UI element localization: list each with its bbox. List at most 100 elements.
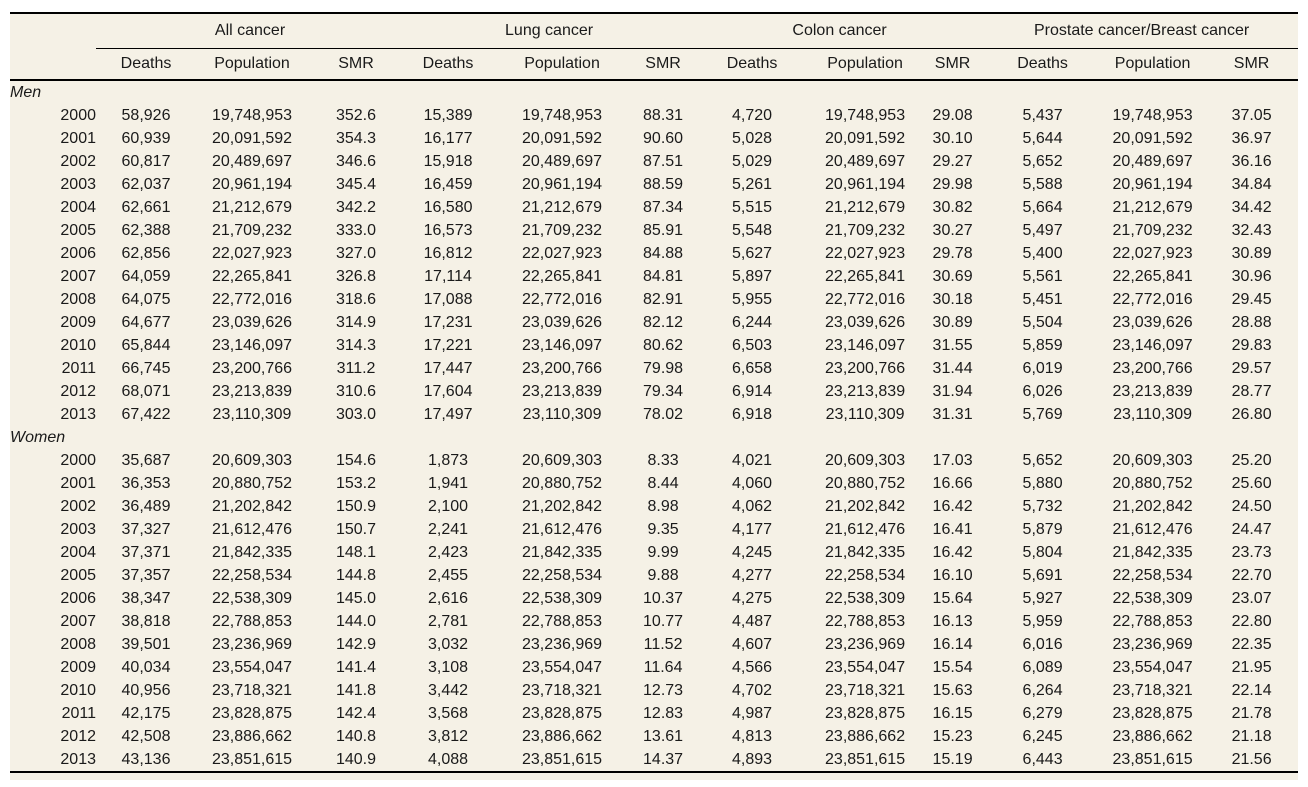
data-cell: 80.62 xyxy=(643,337,684,354)
data-cell: 4,275 xyxy=(732,590,773,607)
data-cell: 21.56 xyxy=(1231,751,1272,768)
data-cell: 352.6 xyxy=(335,107,377,124)
data-cell: 4,245 xyxy=(732,544,773,561)
data-cell: 5,504 xyxy=(1022,314,1063,331)
data-cell: 23,200,766 xyxy=(211,360,293,377)
table-row: 2012 68,071 23,213,839 310.6 17,604 23,2… xyxy=(10,380,1298,403)
data-cell: 20,489,697 xyxy=(825,153,906,170)
data-cell: 144.8 xyxy=(335,567,377,584)
data-cell: 62,037 xyxy=(121,176,171,193)
data-cell: 342.2 xyxy=(335,199,377,216)
table-row: 2011 42,175 23,828,875 142.4 3,568 23,82… xyxy=(10,702,1298,725)
data-cell: 20,489,697 xyxy=(1112,153,1193,170)
data-cell: 24.47 xyxy=(1231,521,1272,538)
data-cell: 4,702 xyxy=(732,682,773,699)
data-cell: 40,956 xyxy=(121,682,171,699)
data-cell: 5,515 xyxy=(732,199,773,216)
data-cell: 1,941 xyxy=(428,475,469,492)
data-cell: 8.33 xyxy=(647,452,679,469)
data-cell: 9.99 xyxy=(647,544,679,561)
data-cell: 346.6 xyxy=(335,153,377,170)
data-cell: 14.37 xyxy=(643,751,684,768)
data-cell: 21,612,476 xyxy=(521,521,603,538)
data-cell: 5,859 xyxy=(1022,337,1063,354)
data-cell: 326.8 xyxy=(335,268,377,285)
data-cell: 82.91 xyxy=(643,291,684,308)
data-cell: 36.97 xyxy=(1231,130,1272,147)
data-cell: 36,489 xyxy=(121,498,171,515)
table-row: 2000 35,687 20,609,303 154.6 1,873 20,60… xyxy=(10,449,1298,472)
data-cell: 6,245 xyxy=(1022,728,1063,745)
data-cell: 6,019 xyxy=(1022,360,1063,377)
data-cell: 5,879 xyxy=(1022,521,1063,538)
data-cell: 4,607 xyxy=(732,636,773,653)
data-cell: 303.0 xyxy=(335,406,377,423)
table-row: 2011 66,745 23,200,766 311.2 17,447 23,2… xyxy=(10,357,1298,380)
data-cell: 22,788,853 xyxy=(1112,613,1193,630)
data-cell: 141.4 xyxy=(335,659,377,676)
data-cell: 6,658 xyxy=(732,360,773,377)
data-cell: 22.80 xyxy=(1231,613,1272,630)
data-cell: 23,200,766 xyxy=(1112,360,1193,377)
table-row: 2004 62,661 21,212,679 342.2 16,580 21,2… xyxy=(10,196,1298,219)
data-cell: 22,265,841 xyxy=(211,268,293,285)
cancer-mortality-table: All cancer Lung cancer Colon cancer Pros… xyxy=(10,14,1299,773)
subheader-deaths: Deaths xyxy=(985,48,1101,81)
data-cell: 21,612,476 xyxy=(211,521,293,538)
data-cell: 30.89 xyxy=(1231,245,1272,262)
data-cell: 16.66 xyxy=(932,475,973,492)
data-cell: 58,926 xyxy=(121,107,171,124)
data-cell: 19,748,953 xyxy=(825,107,906,124)
data-cell: 11.64 xyxy=(643,659,683,676)
data-cell: 8.98 xyxy=(647,498,679,515)
data-cell: 22.70 xyxy=(1231,567,1272,584)
data-cell: 23,110,309 xyxy=(522,406,602,423)
data-cell: 22.35 xyxy=(1231,636,1272,653)
data-cell: 4,021 xyxy=(732,452,773,469)
data-cell: 17,114 xyxy=(424,268,472,285)
subheader-deaths: Deaths xyxy=(404,48,493,81)
data-cell: 9.35 xyxy=(647,521,679,538)
data-cell: 30.82 xyxy=(932,199,973,216)
data-cell: 22.14 xyxy=(1231,682,1272,699)
year-cell: 2004 xyxy=(60,199,96,216)
year-cell: 2011 xyxy=(61,360,96,377)
data-cell: 28.88 xyxy=(1231,314,1272,331)
data-cell: 5,644 xyxy=(1022,130,1063,147)
data-cell: 5,880 xyxy=(1022,475,1063,492)
data-cell: 5,927 xyxy=(1022,590,1063,607)
data-cell: 22,265,841 xyxy=(521,268,603,285)
data-cell: 16.13 xyxy=(932,613,973,630)
data-cell: 62,388 xyxy=(121,222,171,239)
data-cell: 6,914 xyxy=(732,383,773,400)
data-cell: 16,177 xyxy=(423,130,473,147)
data-cell: 23,554,047 xyxy=(1112,659,1193,676)
data-cell: 64,059 xyxy=(121,268,171,285)
data-cell: 5,588 xyxy=(1022,176,1063,193)
data-cell: 23,851,615 xyxy=(1112,751,1193,768)
data-cell: 21,842,335 xyxy=(1112,544,1193,561)
data-cell: 23,886,662 xyxy=(1112,728,1193,745)
year-cell: 2001 xyxy=(60,475,96,492)
data-cell: 144.0 xyxy=(335,613,377,630)
data-cell: 37,371 xyxy=(121,544,171,561)
data-cell: 9.88 xyxy=(647,567,679,584)
data-cell: 4,277 xyxy=(732,567,773,584)
data-cell: 36.16 xyxy=(1231,153,1272,170)
year-cell: 2012 xyxy=(60,728,96,745)
data-cell: 22,258,534 xyxy=(825,567,906,584)
data-cell: 38,818 xyxy=(121,613,171,630)
data-cell: 16,580 xyxy=(423,199,473,216)
group-header-lung-cancer: Lung cancer xyxy=(404,14,695,49)
data-cell: 314.9 xyxy=(335,314,377,331)
data-cell: 23,886,662 xyxy=(211,728,293,745)
data-cell: 23,110,309 xyxy=(212,406,292,423)
data-cell: 30.69 xyxy=(932,268,973,285)
data-cell: 17,221 xyxy=(423,337,473,354)
data-cell: 42,175 xyxy=(121,705,171,722)
data-cell: 17,604 xyxy=(423,383,473,400)
data-cell: 5,804 xyxy=(1022,544,1063,561)
data-cell: 21.78 xyxy=(1231,705,1272,722)
data-cell: 20,489,697 xyxy=(211,153,293,170)
